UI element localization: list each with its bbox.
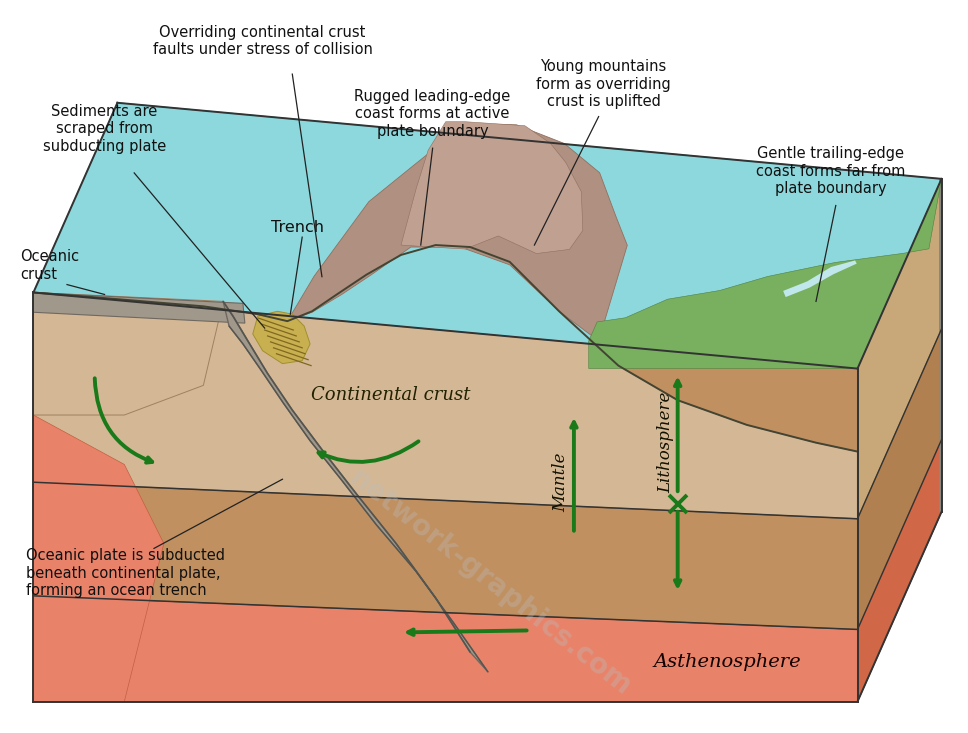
Polygon shape <box>253 312 310 364</box>
Polygon shape <box>858 179 942 701</box>
Polygon shape <box>783 260 857 297</box>
Polygon shape <box>287 124 627 341</box>
Text: Gentle trailing-edge
coast forms far from
plate boundary: Gentle trailing-edge coast forms far fro… <box>756 147 905 196</box>
Polygon shape <box>589 179 942 369</box>
Text: Rugged leading-edge
coast forms at active
plate boundary: Rugged leading-edge coast forms at activ… <box>354 89 511 139</box>
Text: Oceanic
crust: Oceanic crust <box>20 249 79 281</box>
Polygon shape <box>34 103 942 369</box>
Text: Sediments are
scraped from
subducting plate: Sediments are scraped from subducting pl… <box>43 104 166 153</box>
Text: Asthenosphere: Asthenosphere <box>653 653 801 671</box>
Text: network-graphics.com: network-graphics.com <box>344 464 637 701</box>
Polygon shape <box>34 292 245 323</box>
Text: Trench: Trench <box>271 220 323 235</box>
Polygon shape <box>34 482 858 630</box>
Polygon shape <box>401 122 583 254</box>
Polygon shape <box>34 292 224 415</box>
Polygon shape <box>858 440 942 701</box>
Polygon shape <box>34 596 858 701</box>
Text: Lithosphere: Lithosphere <box>657 392 675 493</box>
Text: Young mountains
form as overriding
crust is uplifted: Young mountains form as overriding crust… <box>536 59 671 109</box>
Polygon shape <box>858 329 942 630</box>
Text: Oceanic plate is subducted
beneath continental plate,
forming an ocean trench: Oceanic plate is subducted beneath conti… <box>25 548 225 598</box>
Polygon shape <box>224 301 488 672</box>
Polygon shape <box>858 440 942 701</box>
Polygon shape <box>939 179 942 512</box>
Text: Mantle: Mantle <box>553 452 569 512</box>
Polygon shape <box>34 415 164 701</box>
Polygon shape <box>34 245 858 519</box>
Text: Continental crust: Continental crust <box>312 386 470 405</box>
Text: Overriding continental crust
faults under stress of collision: Overriding continental crust faults unde… <box>153 25 373 57</box>
Polygon shape <box>858 329 942 630</box>
Polygon shape <box>34 292 942 519</box>
Polygon shape <box>34 406 942 630</box>
